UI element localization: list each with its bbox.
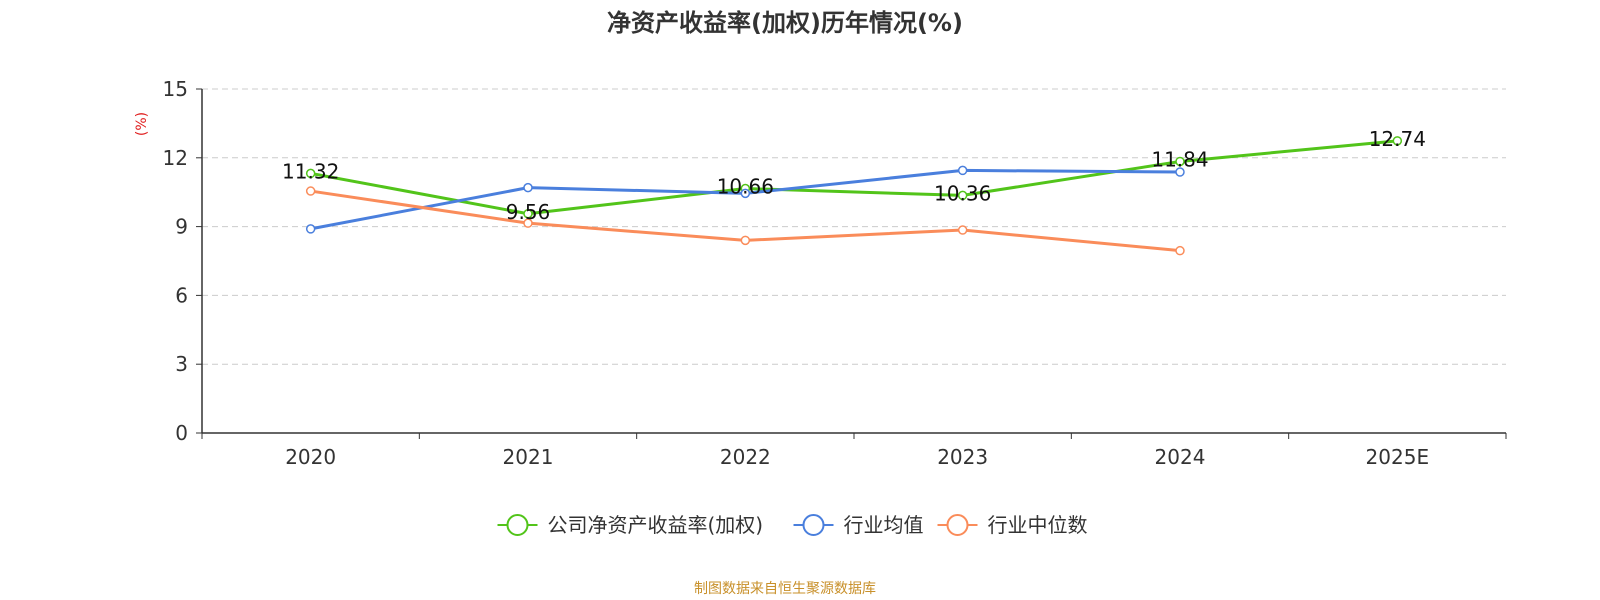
- data-point: [305, 186, 316, 196]
- series-lines: [305, 136, 1403, 256]
- legend-label: 行业均值: [844, 513, 924, 537]
- data-point: [523, 209, 533, 219]
- y-tick-label: 6: [175, 283, 188, 307]
- legend-marker-icon: [946, 514, 969, 536]
- legend-marker-icon: [506, 514, 529, 536]
- y-tick-label: 0: [175, 421, 188, 445]
- data-labels: 11.32 9.56 10.66 10.36 11.84 12.74: [282, 127, 1426, 224]
- y-axis-unit-label: (%): [134, 112, 150, 136]
- data-label: 12.74: [1369, 127, 1426, 151]
- legend: 公司净资产收益率(加权) 行业均值 行业中位数: [497, 513, 1088, 537]
- source-note: 制图数据来自恒生聚源数据库: [694, 581, 876, 597]
- y-tick-label: 12: [163, 146, 188, 170]
- data-point: [1175, 167, 1185, 177]
- data-point: [305, 168, 316, 179]
- data-point: [1175, 245, 1185, 256]
- legend-label: 公司净资产收益率(加权): [548, 513, 764, 537]
- series-line: [310, 139, 1398, 216]
- data-label: 11.84: [1151, 147, 1208, 171]
- data-point: [957, 165, 968, 176]
- y-tick-label: 15: [163, 77, 188, 101]
- data-point: [1392, 136, 1403, 146]
- legend-marker-icon: [802, 514, 825, 536]
- data-label: 11.32: [282, 159, 339, 183]
- legend-label: 行业中位数: [988, 513, 1088, 537]
- data-point: [740, 188, 751, 199]
- x-tick-label: 2023: [937, 445, 988, 469]
- data-point: [1175, 156, 1185, 167]
- x-tick-label: 2025E: [1366, 445, 1430, 469]
- data-point: [957, 225, 968, 235]
- data-point: [957, 190, 968, 201]
- grid-lines: [202, 88, 1506, 365]
- x-tick-label: 2021: [503, 445, 554, 469]
- data-point: [305, 224, 316, 234]
- x-tick-label: 2024: [1155, 445, 1206, 469]
- y-tick-label: 3: [175, 352, 188, 376]
- x-tick-label: 2020: [285, 445, 336, 469]
- data-label: 10.36: [934, 181, 991, 205]
- chart-title: 净资产收益率(加权)历年情况(%): [607, 9, 963, 37]
- data-point: [740, 235, 751, 246]
- axes: 0 3 6 9 12 15 2020 2021 2022 2023 2024 2025E: [163, 77, 1507, 469]
- data-point: [523, 218, 533, 228]
- data-label: 9.56: [506, 200, 551, 224]
- data-point: [523, 182, 533, 193]
- x-tick-label: 2022: [720, 445, 771, 469]
- data-label: 10.66: [717, 175, 774, 199]
- y-tick-label: 9: [175, 215, 188, 239]
